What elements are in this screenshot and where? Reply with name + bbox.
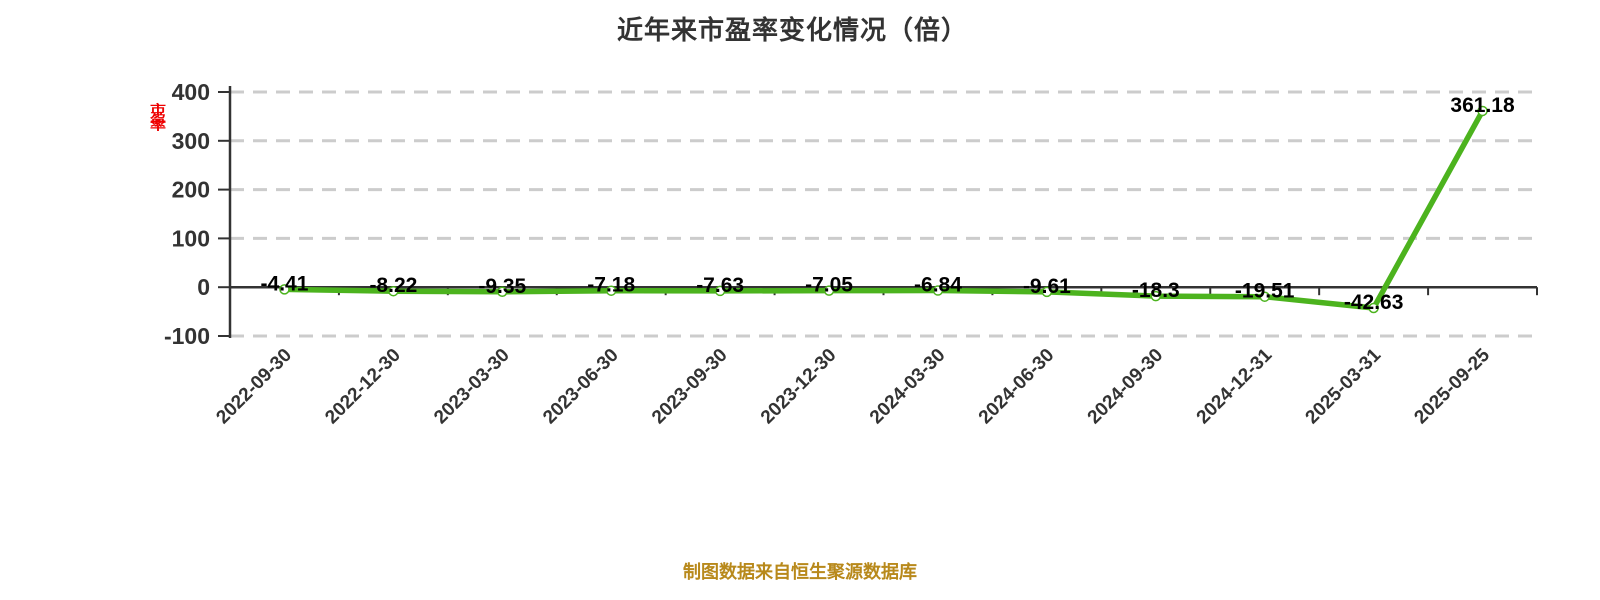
x-axis-tick-label: 2024-03-30 xyxy=(866,345,950,429)
x-axis-tick-label: 2022-09-30 xyxy=(212,345,296,429)
data-point-label: -9.61 xyxy=(1023,275,1071,298)
x-axis-tick-label: 2023-12-30 xyxy=(757,345,841,429)
data-point xyxy=(605,285,617,296)
chart-title: 近年来市盈率变化情况（倍） xyxy=(616,15,968,45)
y-axis-name: 市盈率 xyxy=(147,103,164,129)
data-point xyxy=(714,285,726,297)
x-axis-tick-label: 2023-09-30 xyxy=(648,345,732,429)
data-point-label: -7.63 xyxy=(696,274,744,297)
y-axis-tick-label: -100 xyxy=(164,323,210,349)
data-point xyxy=(932,285,944,296)
x-axis-tick-label: 2024-12-31 xyxy=(1193,344,1277,428)
y-axis-tick-label: 200 xyxy=(172,177,210,203)
data-point-label: -6.84 xyxy=(914,274,962,297)
data-point-label: -8.22 xyxy=(369,274,417,297)
data-point xyxy=(1368,302,1379,314)
data-point xyxy=(1041,286,1053,298)
data-point xyxy=(1477,105,1488,117)
data-point xyxy=(388,285,399,297)
data-point-label: -42.63 xyxy=(1344,291,1404,314)
x-axis-tick-label: 2024-06-30 xyxy=(975,345,1059,429)
data-point-label: -7.18 xyxy=(587,274,635,297)
y-axis-tick-label: 400 xyxy=(172,79,210,105)
x-axis-tick-label: 2023-03-30 xyxy=(430,345,514,429)
x-axis-tick-label: 2025-09-25 xyxy=(1410,344,1494,428)
y-axis-tick-label: 0 xyxy=(197,274,210,300)
x-axis-tick-label: 2025-03-31 xyxy=(1302,344,1386,428)
y-axis-tick-label: 100 xyxy=(172,225,210,251)
data-point xyxy=(1150,290,1162,302)
x-axis-tick-label: 2024-09-30 xyxy=(1084,345,1168,429)
x-axis-tick-label: 2023-06-30 xyxy=(539,345,623,429)
data-point-label: -7.05 xyxy=(805,274,853,297)
y-axis-tick-label: 300 xyxy=(172,128,210,154)
data-point-label: -18.3 xyxy=(1132,279,1180,302)
data-point-label: -9.35 xyxy=(478,275,526,298)
data-point xyxy=(1259,291,1270,302)
data-source-caption: 制图数据来自恒生聚源数据库 xyxy=(683,562,917,582)
data-point xyxy=(279,284,290,295)
data-point-label: -4.41 xyxy=(261,272,309,295)
series-line xyxy=(281,108,1486,311)
data-point-label: 361.18 xyxy=(1450,94,1515,117)
x-axis-tick-label: 2022-12-30 xyxy=(321,345,405,429)
data-point xyxy=(823,285,835,296)
data-point xyxy=(497,286,508,298)
data-point-label: -19.51 xyxy=(1235,280,1295,303)
